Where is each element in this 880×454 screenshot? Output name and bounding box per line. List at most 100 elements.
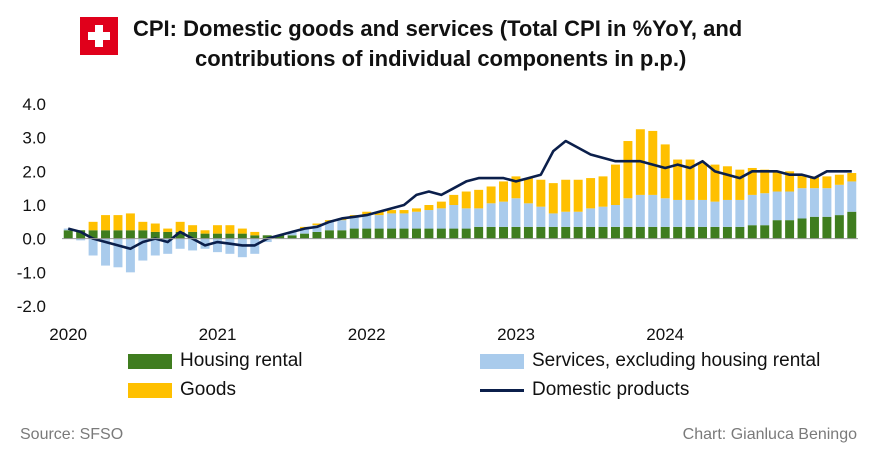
bar-segment-services-58 [785, 191, 795, 221]
bar-segment-housing-1 [76, 230, 86, 239]
bar-segment-services-24 [362, 215, 372, 229]
bar-segment-goods-63 [847, 173, 857, 182]
bar-segment-goods-8 [163, 228, 173, 232]
bar-segment-services-52 [710, 201, 720, 227]
bar-segment-goods-11 [200, 230, 210, 234]
legend-goods-label: Goods [180, 379, 236, 400]
bar-segment-goods-12 [212, 225, 222, 234]
bar-segment-goods-59 [797, 174, 807, 189]
bar-segment-goods-38 [536, 179, 546, 207]
bar-segment-housing-59 [797, 218, 807, 239]
bar-segment-housing-25 [374, 228, 384, 239]
bar-segment-housing-35 [499, 226, 509, 239]
bar-segment-services-31 [449, 205, 459, 229]
bar-segment-goods-54 [735, 169, 745, 200]
bar-segment-housing-13 [225, 233, 235, 239]
bar-segment-goods-7 [150, 223, 160, 232]
bar-segment-goods-45 [623, 141, 633, 199]
bar-segment-housing-43 [598, 226, 608, 239]
bar-segment-services-14 [237, 238, 247, 258]
y-tick-label-1: 3.0 [22, 129, 46, 148]
chart-title-line2: contributions of individual components i… [195, 46, 687, 71]
bar-segment-services-26 [387, 213, 397, 229]
bar-segment-services-11 [200, 238, 210, 249]
bar-segment-housing-2 [88, 230, 98, 239]
bar-segment-housing-19 [300, 233, 310, 239]
bar-segment-housing-34 [486, 226, 496, 239]
bar-segment-goods-14 [237, 228, 247, 234]
bar-segment-housing-14 [237, 233, 247, 239]
bar-segment-goods-57 [772, 171, 782, 192]
bar-segment-goods-50 [685, 159, 695, 200]
x-tick-label-2024: 2024 [646, 325, 684, 344]
bar-segment-services-32 [461, 208, 471, 229]
bar-segment-housing-45 [623, 226, 633, 239]
bar-segment-goods-5 [125, 213, 135, 231]
bar-segment-goods-36 [511, 176, 521, 199]
bar-segment-goods-37 [523, 178, 533, 204]
bar-segment-services-39 [548, 213, 558, 227]
bar-segment-services-61 [822, 188, 832, 217]
bar-segment-housing-44 [610, 226, 620, 239]
bar-segment-housing-42 [586, 226, 596, 239]
bar-segment-services-9 [175, 238, 185, 249]
chart-title-line1: CPI: Domestic goods and services (Total … [133, 16, 743, 41]
bar-segment-goods-9 [175, 221, 185, 232]
bar-segment-services-50 [685, 199, 695, 227]
y-tick-label-6: -2.0 [17, 297, 46, 316]
bar-segment-housing-54 [735, 226, 745, 239]
bar-segment-services-18 [287, 231, 297, 236]
bar-segment-housing-24 [362, 228, 372, 239]
bar-segment-goods-61 [822, 176, 832, 189]
bar-segment-housing-38 [536, 226, 546, 239]
bar-segment-goods-15 [250, 231, 260, 236]
bar-segment-services-20 [312, 225, 322, 232]
bar-segment-services-27 [399, 213, 409, 229]
bar-segment-housing-26 [387, 228, 397, 239]
bar-segment-housing-62 [834, 215, 844, 239]
bar-segment-goods-43 [598, 176, 608, 207]
bar-segment-housing-60 [809, 216, 819, 239]
bar-segment-housing-31 [449, 228, 459, 239]
bar-segment-services-63 [847, 181, 857, 212]
bar-segment-goods-49 [673, 159, 683, 200]
bar-segment-goods-25 [374, 211, 384, 216]
bar-segment-goods-31 [449, 194, 459, 205]
bar-segment-goods-3 [101, 215, 111, 231]
bar-segment-services-60 [809, 188, 819, 217]
bar-segment-housing-3 [101, 230, 111, 239]
bar-segment-housing-36 [511, 226, 521, 239]
bar-segment-services-36 [511, 198, 521, 227]
bar-segment-housing-0 [63, 230, 73, 239]
bar-segment-goods-26 [387, 210, 397, 214]
bar-segment-services-45 [623, 198, 633, 227]
bar-segment-goods-30 [436, 201, 446, 209]
bar-segment-housing-28 [411, 228, 421, 239]
bar-segment-housing-29 [424, 228, 434, 239]
bar-segment-goods-6 [138, 221, 148, 231]
legend-housing-swatch [128, 354, 172, 369]
bar-segment-housing-52 [710, 226, 720, 239]
bar-segment-services-6 [138, 238, 148, 261]
bar-segment-services-10 [188, 238, 198, 251]
bar-segment-services-35 [499, 201, 509, 227]
bar-segment-housing-22 [337, 230, 347, 239]
bar-segment-goods-34 [486, 186, 496, 204]
bar-segment-goods-53 [722, 166, 732, 200]
bar-segment-goods-10 [188, 225, 198, 232]
bar-segment-housing-58 [785, 220, 795, 239]
bar-segment-services-55 [747, 194, 757, 226]
bar-segment-housing-49 [673, 226, 683, 239]
y-tick-label-4: 0.0 [22, 230, 46, 249]
bar-segment-housing-4 [113, 230, 123, 239]
y-tick-label-3: 1.0 [22, 196, 46, 215]
y-tick-label-0: 4.0 [22, 95, 46, 114]
bar-segment-goods-56 [760, 169, 770, 194]
bar-segment-housing-16 [262, 235, 272, 239]
bar-segment-housing-33 [474, 226, 484, 239]
swiss-flag-icon [80, 17, 118, 55]
bar-segment-goods-48 [660, 144, 670, 199]
bar-segment-services-53 [722, 199, 732, 227]
bar-segment-services-28 [411, 211, 421, 229]
